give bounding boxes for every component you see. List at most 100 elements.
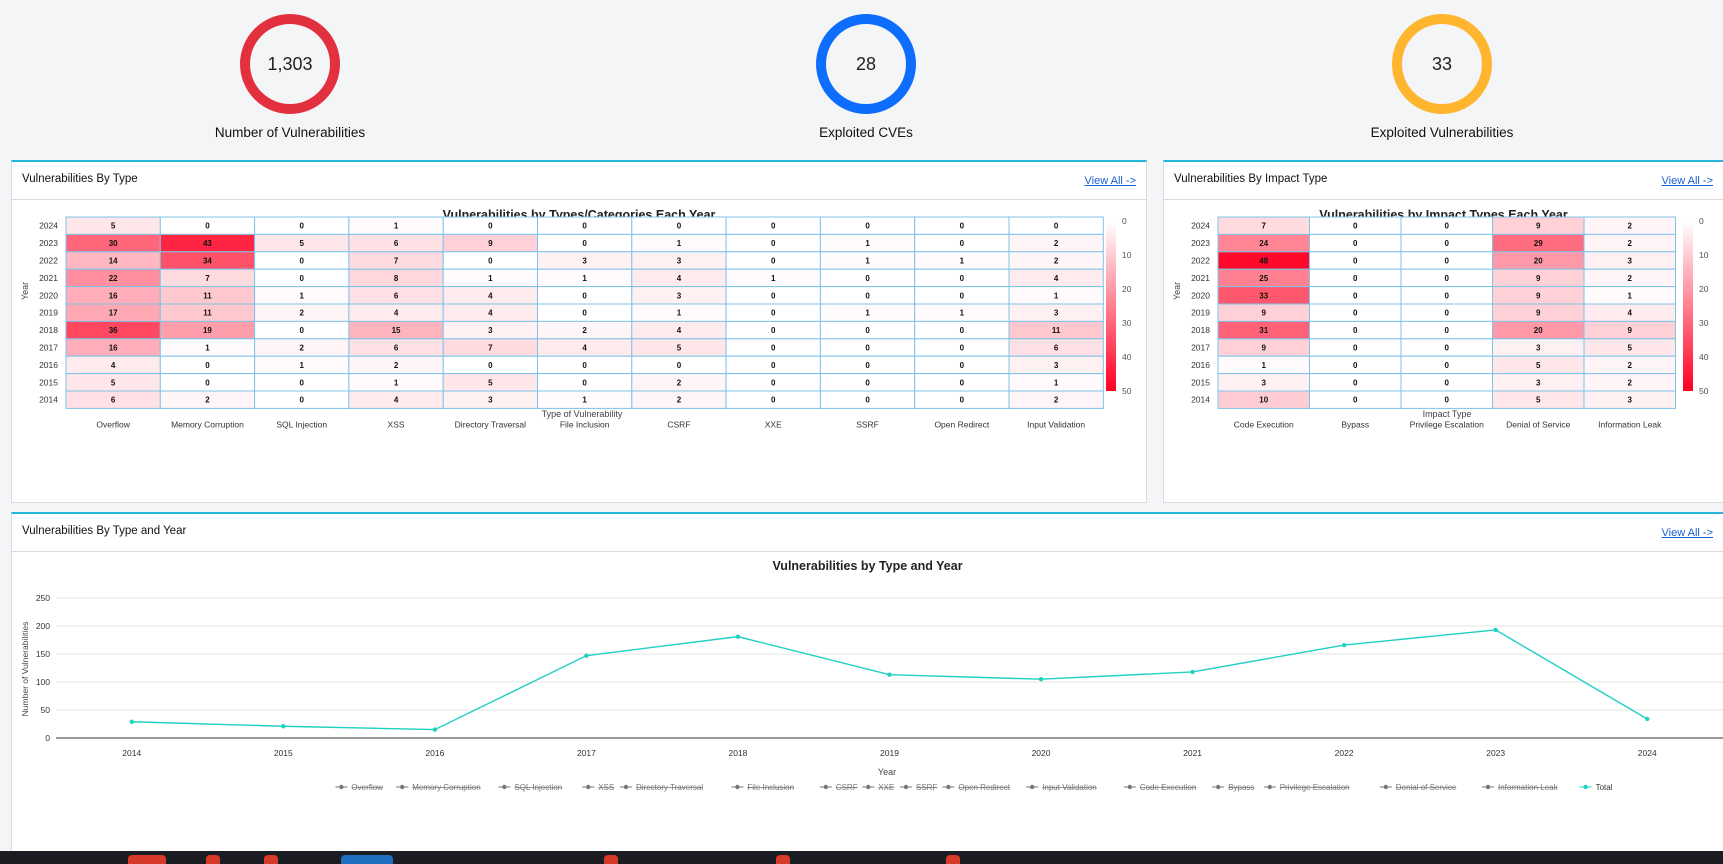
cell-value: 5	[111, 222, 116, 231]
legend-item[interactable]: XXE	[878, 783, 894, 792]
y-tick-label: 2021	[39, 273, 58, 283]
cell-value: 15	[392, 326, 401, 335]
cell-value: 0	[1445, 361, 1450, 370]
cell-value: 9	[488, 239, 493, 248]
legend-item[interactable]: Total	[1596, 783, 1613, 792]
cell-value: 1	[865, 239, 870, 248]
legend-item[interactable]: Directory Traversal	[636, 783, 703, 792]
legend-item[interactable]: SQL Injection	[514, 783, 562, 792]
cell-value: 5	[1536, 396, 1541, 405]
x-axis-title: Impact Type	[1423, 409, 1472, 419]
cell-value: 0	[960, 378, 965, 387]
view-all-link[interactable]: View All ->	[1084, 175, 1136, 187]
cell-value: 3	[1628, 396, 1633, 405]
y-tick-label: 2023	[1191, 238, 1210, 248]
cell-value: 1	[677, 309, 682, 318]
x-tick-label: Information Leak	[1598, 419, 1662, 429]
taskbar-app-icon[interactable]	[604, 855, 618, 864]
legend-item[interactable]: XSS	[598, 783, 614, 792]
taskbar-app-icon[interactable]	[776, 855, 790, 864]
cell-value: 0	[771, 309, 776, 318]
legend-item[interactable]: Input Validation	[1042, 783, 1097, 792]
cell-value: 9	[1262, 309, 1267, 318]
x-tick-label: 2023	[1486, 748, 1505, 758]
cell-value: 7	[394, 257, 399, 266]
data-point	[281, 724, 286, 729]
color-scale-tick-label: 10	[1122, 250, 1132, 260]
cell-value: 1	[677, 239, 682, 248]
legend-item[interactable]: Open Redirect	[958, 783, 1010, 792]
cell-value: 0	[865, 396, 870, 405]
cell-value: 3	[1262, 378, 1267, 387]
cell-value: 0	[205, 361, 210, 370]
view-all-link[interactable]: View All ->	[1661, 175, 1713, 187]
cell-value: 9	[1628, 326, 1633, 335]
view-all-link[interactable]: View All ->	[1661, 527, 1713, 539]
cell-value: 36	[109, 326, 118, 335]
cell-value: 7	[488, 344, 493, 353]
cell-value: 2	[1628, 222, 1633, 231]
color-scale-tick-label: 40	[1122, 352, 1132, 362]
cell-value: 0	[771, 239, 776, 248]
cell-value: 3	[582, 257, 587, 266]
cell-value: 6	[1054, 344, 1059, 353]
cell-value: 8	[394, 274, 399, 283]
legend-item[interactable]: Information Leak	[1498, 783, 1559, 792]
taskbar-app-icon[interactable]	[206, 855, 220, 864]
cell-value: 2	[677, 378, 682, 387]
vulnerabilities-by-type-card: Vulnerabilities By Type View All -> Vuln…	[11, 160, 1147, 503]
cell-value: 5	[300, 239, 305, 248]
legend-item[interactable]: CSRF	[836, 783, 858, 792]
y-tick-label: 2017	[1191, 343, 1210, 353]
cell-value: 0	[1353, 344, 1358, 353]
cell-value: 2	[300, 309, 305, 318]
taskbar-app-icon[interactable]	[128, 855, 166, 864]
heatmap-cell	[1583, 390, 1676, 409]
kpi-label: Exploited CVEs	[819, 125, 913, 140]
taskbar-app-icon[interactable]	[341, 855, 393, 864]
card-header: Vulnerabilities By Type View All ->	[12, 162, 1146, 200]
cell-value: 14	[109, 257, 118, 266]
x-tick-label: 2014	[122, 748, 141, 758]
cell-value: 3	[1536, 344, 1541, 353]
cell-value: 0	[488, 361, 493, 370]
card-header: Vulnerabilities By Impact Type View All …	[1164, 162, 1723, 200]
cell-value: 30	[109, 239, 118, 248]
cell-value: 0	[865, 274, 870, 283]
cell-value: 2	[300, 344, 305, 353]
cell-value: 2	[1628, 239, 1633, 248]
x-tick-label: Directory Traversal	[455, 419, 526, 429]
y-tick-label: 2020	[39, 290, 58, 300]
cell-value: 11	[203, 291, 212, 300]
x-tick-label: Code Execution	[1234, 419, 1294, 429]
y-tick-label: 0	[45, 733, 50, 743]
cell-value: 0	[960, 239, 965, 248]
cell-value: 0	[960, 396, 965, 405]
cell-value: 16	[109, 291, 118, 300]
legend-item[interactable]: Privilege Escalation	[1280, 783, 1350, 792]
cell-value: 48	[1259, 257, 1268, 266]
y-tick-label: 2024	[1191, 221, 1210, 231]
y-tick-label: 2014	[39, 395, 58, 405]
taskbar-app-icon[interactable]	[946, 855, 960, 864]
legend-item[interactable]: File Inclusion	[747, 783, 794, 792]
taskbar-app-icon[interactable]	[264, 855, 278, 864]
legend-item[interactable]: Denial of Service	[1396, 783, 1457, 792]
cell-value: 24	[1259, 239, 1268, 248]
legend-item[interactable]: Code Execution	[1140, 783, 1196, 792]
cell-value: 0	[960, 326, 965, 335]
cell-value: 0	[300, 378, 305, 387]
legend-item[interactable]: SSRF	[916, 783, 937, 792]
cell-value: 4	[582, 344, 587, 353]
legend-item[interactable]: Memory Corruption	[412, 783, 480, 792]
y-tick-label: 50	[41, 705, 51, 715]
x-axis-title: Year	[878, 767, 896, 777]
legend-item[interactable]: Overflow	[351, 783, 383, 792]
cell-value: 29	[1534, 239, 1543, 248]
y-tick-label: 2021	[1191, 273, 1210, 283]
cell-value: 0	[960, 222, 965, 231]
taskbar	[0, 851, 1723, 864]
cell-value: 0	[488, 257, 493, 266]
cell-value: 0	[677, 361, 682, 370]
legend-item[interactable]: Bypass	[1228, 783, 1254, 792]
